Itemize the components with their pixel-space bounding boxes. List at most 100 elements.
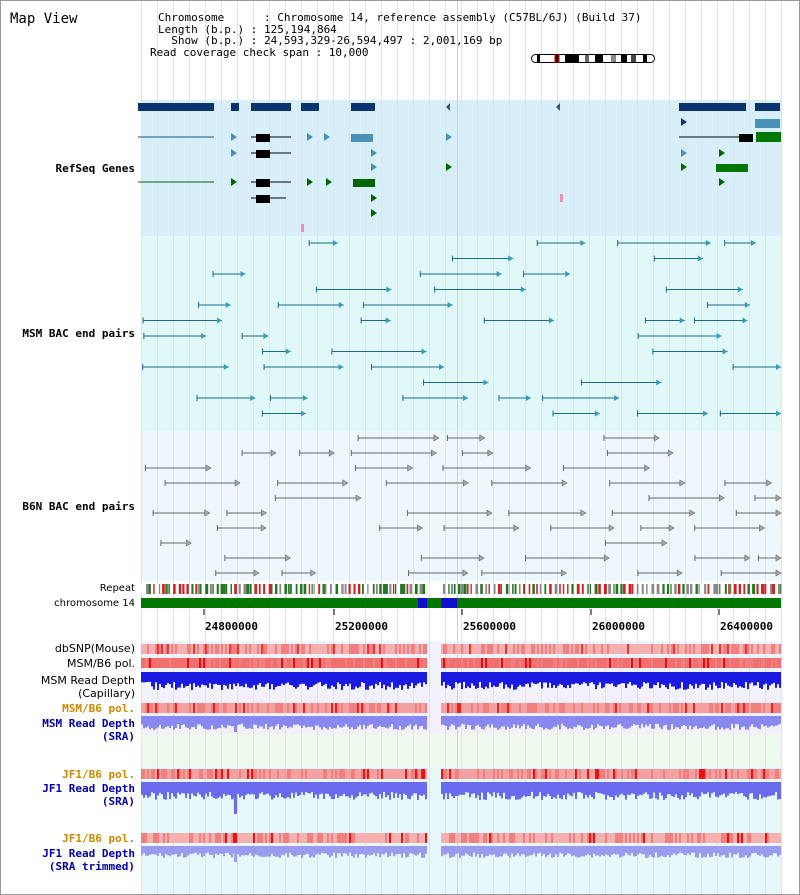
polymorphism-cell [505, 644, 507, 654]
depth-bar [359, 672, 361, 687]
depth-bar [709, 846, 711, 858]
depth-bar [539, 782, 541, 793]
polymorphism-cell [759, 833, 761, 843]
polymorphism-cell [539, 833, 541, 843]
polymorphism-cell [215, 769, 217, 779]
jf1-b6-pol-label[interactable]: JF1/B6 pol. [62, 768, 135, 781]
depth-bar [395, 672, 397, 688]
polymorphism-cell [267, 769, 269, 779]
depth-bar [629, 846, 631, 856]
polymorphism-cell [283, 833, 285, 843]
depth-bar [405, 782, 407, 796]
polymorphism-cell [207, 644, 209, 654]
depth-bar [197, 782, 199, 793]
polymorphism-cell [569, 833, 571, 843]
polymorphism-cell [355, 769, 357, 779]
depth-bar [591, 672, 593, 683]
refseq-arrow [556, 103, 560, 111]
polymorphism-cell [731, 769, 733, 779]
coverage-info: Read coverage check span : 10,000 [150, 45, 369, 59]
depth-bar [273, 782, 275, 799]
depth-bar [539, 716, 541, 728]
depth-bar [537, 846, 539, 854]
repeat-element [747, 584, 750, 594]
depth-bar [211, 782, 213, 797]
depth-bar [609, 782, 611, 797]
polymorphism-cell [763, 769, 765, 779]
msm-b6-pol-label[interactable]: MSM/B6 pol. [67, 657, 135, 670]
polymorphism-cell [663, 658, 665, 668]
depth-bar [717, 782, 719, 798]
polymorphism-cell [513, 644, 515, 654]
depth-bar [209, 716, 211, 730]
repeat-element [756, 584, 759, 594]
polymorphism-cell [421, 769, 423, 779]
polymorphism-cell [441, 658, 443, 668]
depth-bar [189, 846, 191, 854]
depth-bar [477, 846, 479, 854]
polymorphism-cell [559, 833, 561, 843]
depth-bar [509, 716, 511, 729]
msm-depth-sra-label[interactable]: MSM Read Depth [42, 717, 135, 730]
polymorphism-cell [641, 644, 643, 654]
depth-bar [371, 782, 373, 793]
jf1-b6-pol-trimmed-label[interactable]: JF1/B6 pol. [62, 832, 135, 845]
polymorphism-cell [565, 833, 567, 843]
depth-bar [521, 672, 523, 687]
polymorphism-cell [483, 658, 485, 668]
refseq-genes-label[interactable]: RefSeq Genes [55, 162, 135, 175]
polymorphism-cell [551, 658, 553, 668]
polymorphism-cell [755, 703, 757, 713]
depth-bar [625, 846, 627, 853]
depth-bar [217, 782, 219, 799]
depth-bar [229, 716, 231, 726]
refseq-exon [739, 134, 753, 142]
jf1-depth-trimmed-label[interactable]: JF1 Read Depth [42, 847, 135, 860]
polymorphism-cell [201, 769, 203, 779]
chromosome-ideogram[interactable] [531, 54, 655, 63]
polymorphism-cell [399, 769, 401, 779]
repeat-element [500, 584, 502, 594]
depth-bar [645, 716, 647, 725]
refseq-arrow [719, 149, 725, 157]
polymorphism-cell [363, 833, 365, 843]
depth-bar [743, 716, 745, 727]
polymorphism-cell [719, 833, 721, 843]
depth-bar [463, 846, 465, 856]
msm-bac-label[interactable]: MSM BAC end pairs [22, 327, 135, 340]
b6n-bac-label[interactable]: B6N BAC end pairs [22, 500, 135, 513]
polymorphism-cell [253, 703, 255, 713]
depth-bar [647, 716, 649, 727]
depth-bar [281, 782, 283, 798]
jf1-depth-sra-label[interactable]: JF1 Read Depth [42, 782, 135, 795]
polymorphism-cell [735, 769, 737, 779]
depth-bar [475, 782, 477, 799]
repeat-element [780, 584, 782, 594]
repeat-element [238, 584, 241, 594]
msm-b6-pol-sra-label[interactable]: MSM/B6 pol. [62, 702, 135, 715]
polymorphism-cell [285, 644, 287, 654]
depth-bar [285, 716, 287, 726]
msm-depth-capillary-label[interactable]: MSM Read Depth [40, 674, 135, 687]
refseq-arrow [371, 194, 377, 202]
polymorphism-cell [377, 658, 379, 668]
polymorphism-cell [719, 703, 721, 713]
polymorphism-cell [495, 703, 497, 713]
depth-bar [363, 846, 365, 855]
repeat-element [485, 584, 488, 594]
polymorphism-cell [323, 833, 325, 843]
polymorphism-cell [579, 769, 581, 779]
polymorphism-cell [757, 658, 759, 668]
polymorphism-cell [663, 833, 665, 843]
depth-bar [259, 846, 261, 857]
polymorphism-cell [301, 658, 303, 668]
polymorphism-cell [633, 658, 635, 668]
dbsnp-label[interactable]: dbSNP(Mouse) [54, 642, 135, 655]
depth-bar [775, 716, 777, 726]
depth-bar [259, 782, 261, 794]
polymorphism-cell [613, 658, 615, 668]
polymorphism-cell [189, 769, 191, 779]
polymorphism-cell [597, 769, 599, 779]
polymorphism-cell [695, 833, 697, 843]
polymorphism-cell [559, 644, 561, 654]
